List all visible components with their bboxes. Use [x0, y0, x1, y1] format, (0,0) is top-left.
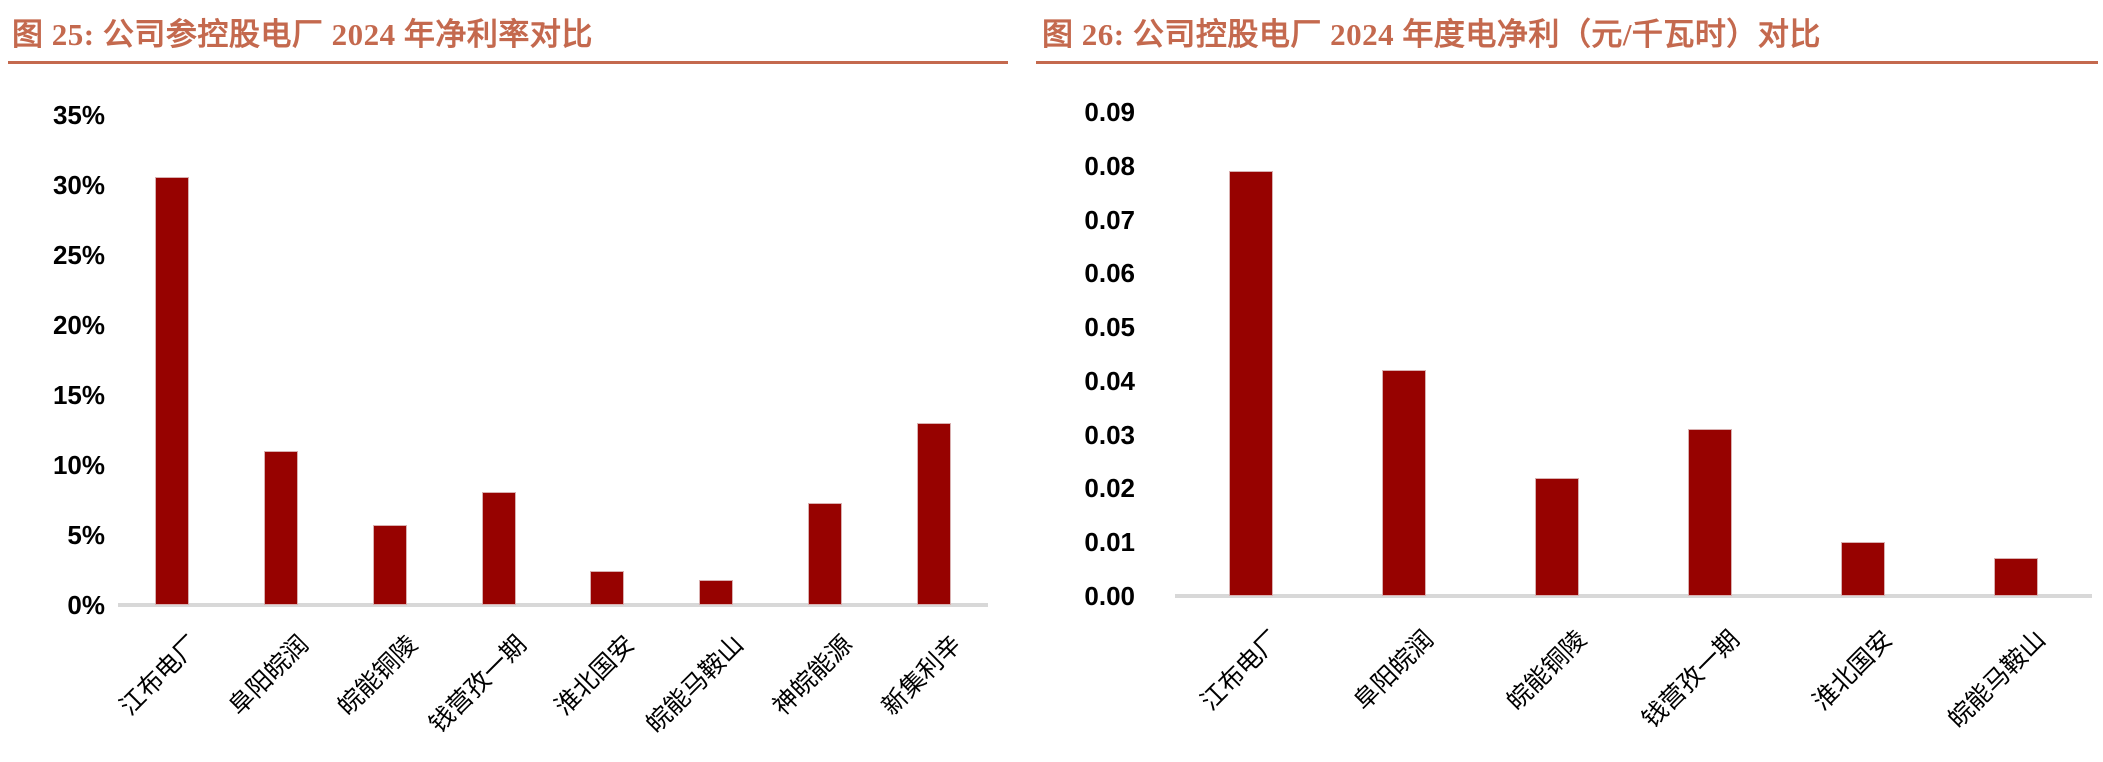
- figure-26-title-underline: [1036, 61, 2098, 64]
- bar-钱营孜一期: [1688, 429, 1732, 596]
- x-axis-line: [118, 603, 988, 607]
- bar-阜阳皖润: [1382, 370, 1426, 596]
- bar-淮北国安: [590, 571, 624, 605]
- x-category-label: 神皖能源: [768, 631, 859, 721]
- y-tick-label: 0.01: [1084, 527, 1135, 558]
- x-category-label: 钱营孜一期: [424, 631, 533, 739]
- y-tick-label: 0.09: [1084, 97, 1135, 127]
- y-tick-label: 0.06: [1084, 258, 1135, 289]
- y-tick-label: 0.00: [1084, 581, 1135, 611]
- y-tick-label: 30%: [52, 170, 105, 200]
- x-category-label-wrap: 新集利辛: [548, 631, 967, 721]
- x-category-label: 淮北国安: [1808, 626, 1899, 716]
- x-category-label-wrap: 皖能马鞍山: [1632, 626, 2051, 733]
- x-category-label-wrap: 钱营孜一期: [1326, 626, 1745, 733]
- bar-阜阳皖润: [264, 451, 298, 605]
- figure-25-title-underline: [8, 61, 1008, 64]
- bar-皖能铜陵: [373, 525, 407, 605]
- y-tick-label: 0.04: [1084, 365, 1135, 396]
- x-category-label: 江布电厂: [115, 631, 206, 721]
- bar-新集利辛: [917, 423, 951, 605]
- bar-皖能铜陵: [1535, 478, 1579, 596]
- y-tick-label: 25%: [52, 240, 105, 270]
- y-tick-label: 0.08: [1084, 150, 1135, 181]
- x-category-label-wrap: 淮北国安: [221, 631, 640, 721]
- x-category-label-wrap: 皖能铜陵: [4, 631, 423, 721]
- bar-钱营孜一期: [482, 492, 516, 605]
- bar-神皖能源: [808, 503, 842, 605]
- x-category-label-wrap: 神皖能源: [439, 631, 858, 721]
- y-tick-label: 5%: [67, 520, 105, 550]
- x-category-label: 皖能铜陵: [1502, 626, 1593, 716]
- figure-25-title: 图 25: 公司参控股电厂 2024 年净利率对比: [12, 17, 593, 52]
- x-category-label-wrap: 淮北国安: [1479, 626, 1898, 716]
- bar-皖能马鞍山: [699, 580, 733, 605]
- y-tick-label: 20%: [52, 310, 105, 340]
- x-category-label-wrap: 皖能马鞍山: [330, 631, 749, 738]
- x-category-label: 皖能铜陵: [333, 631, 424, 721]
- x-axis-line: [1175, 594, 2092, 598]
- x-category-label: 江布电厂: [1196, 626, 1287, 716]
- x-category-label: 阜阳皖润: [224, 631, 315, 721]
- bar-江布电厂: [155, 177, 189, 605]
- x-category-label-wrap: 江布电厂: [867, 626, 1286, 716]
- y-tick-label: 0.07: [1084, 204, 1135, 235]
- x-category-label-wrap: 皖能铜陵: [1173, 626, 1592, 716]
- bar-江布电厂: [1229, 171, 1273, 596]
- y-tick-label: 10%: [52, 450, 105, 480]
- x-category-label-wrap: 钱营孜一期: [113, 631, 532, 738]
- x-category-label: 淮北国安: [550, 631, 641, 721]
- y-tick-label: 0.05: [1084, 312, 1135, 343]
- y-tick-label: 0.03: [1084, 419, 1135, 450]
- y-tick-label: 35%: [52, 100, 105, 130]
- x-category-label: 新集利辛: [877, 631, 968, 721]
- x-category-label: 皖能马鞍山: [641, 631, 750, 739]
- bar-淮北国安: [1841, 542, 1885, 596]
- x-category-label: 皖能马鞍山: [1943, 626, 2052, 734]
- bar-皖能马鞍山: [1994, 558, 2038, 596]
- figure-26-title: 图 26: 公司控股电厂 2024 年度电净利（元/千瓦时）对比: [1042, 17, 1821, 52]
- x-category-label-wrap: 阜阳皖润: [0, 631, 314, 721]
- y-tick-label: 0.02: [1084, 473, 1135, 504]
- y-tick-label: 15%: [52, 380, 105, 410]
- x-category-label: 钱营孜一期: [1637, 626, 1746, 734]
- y-tick-label: 0%: [67, 590, 105, 620]
- x-category-label-wrap: 阜阳皖润: [1020, 626, 1439, 716]
- x-category-label-wrap: 江布电厂: [0, 631, 205, 721]
- x-category-label: 阜阳皖润: [1349, 626, 1440, 716]
